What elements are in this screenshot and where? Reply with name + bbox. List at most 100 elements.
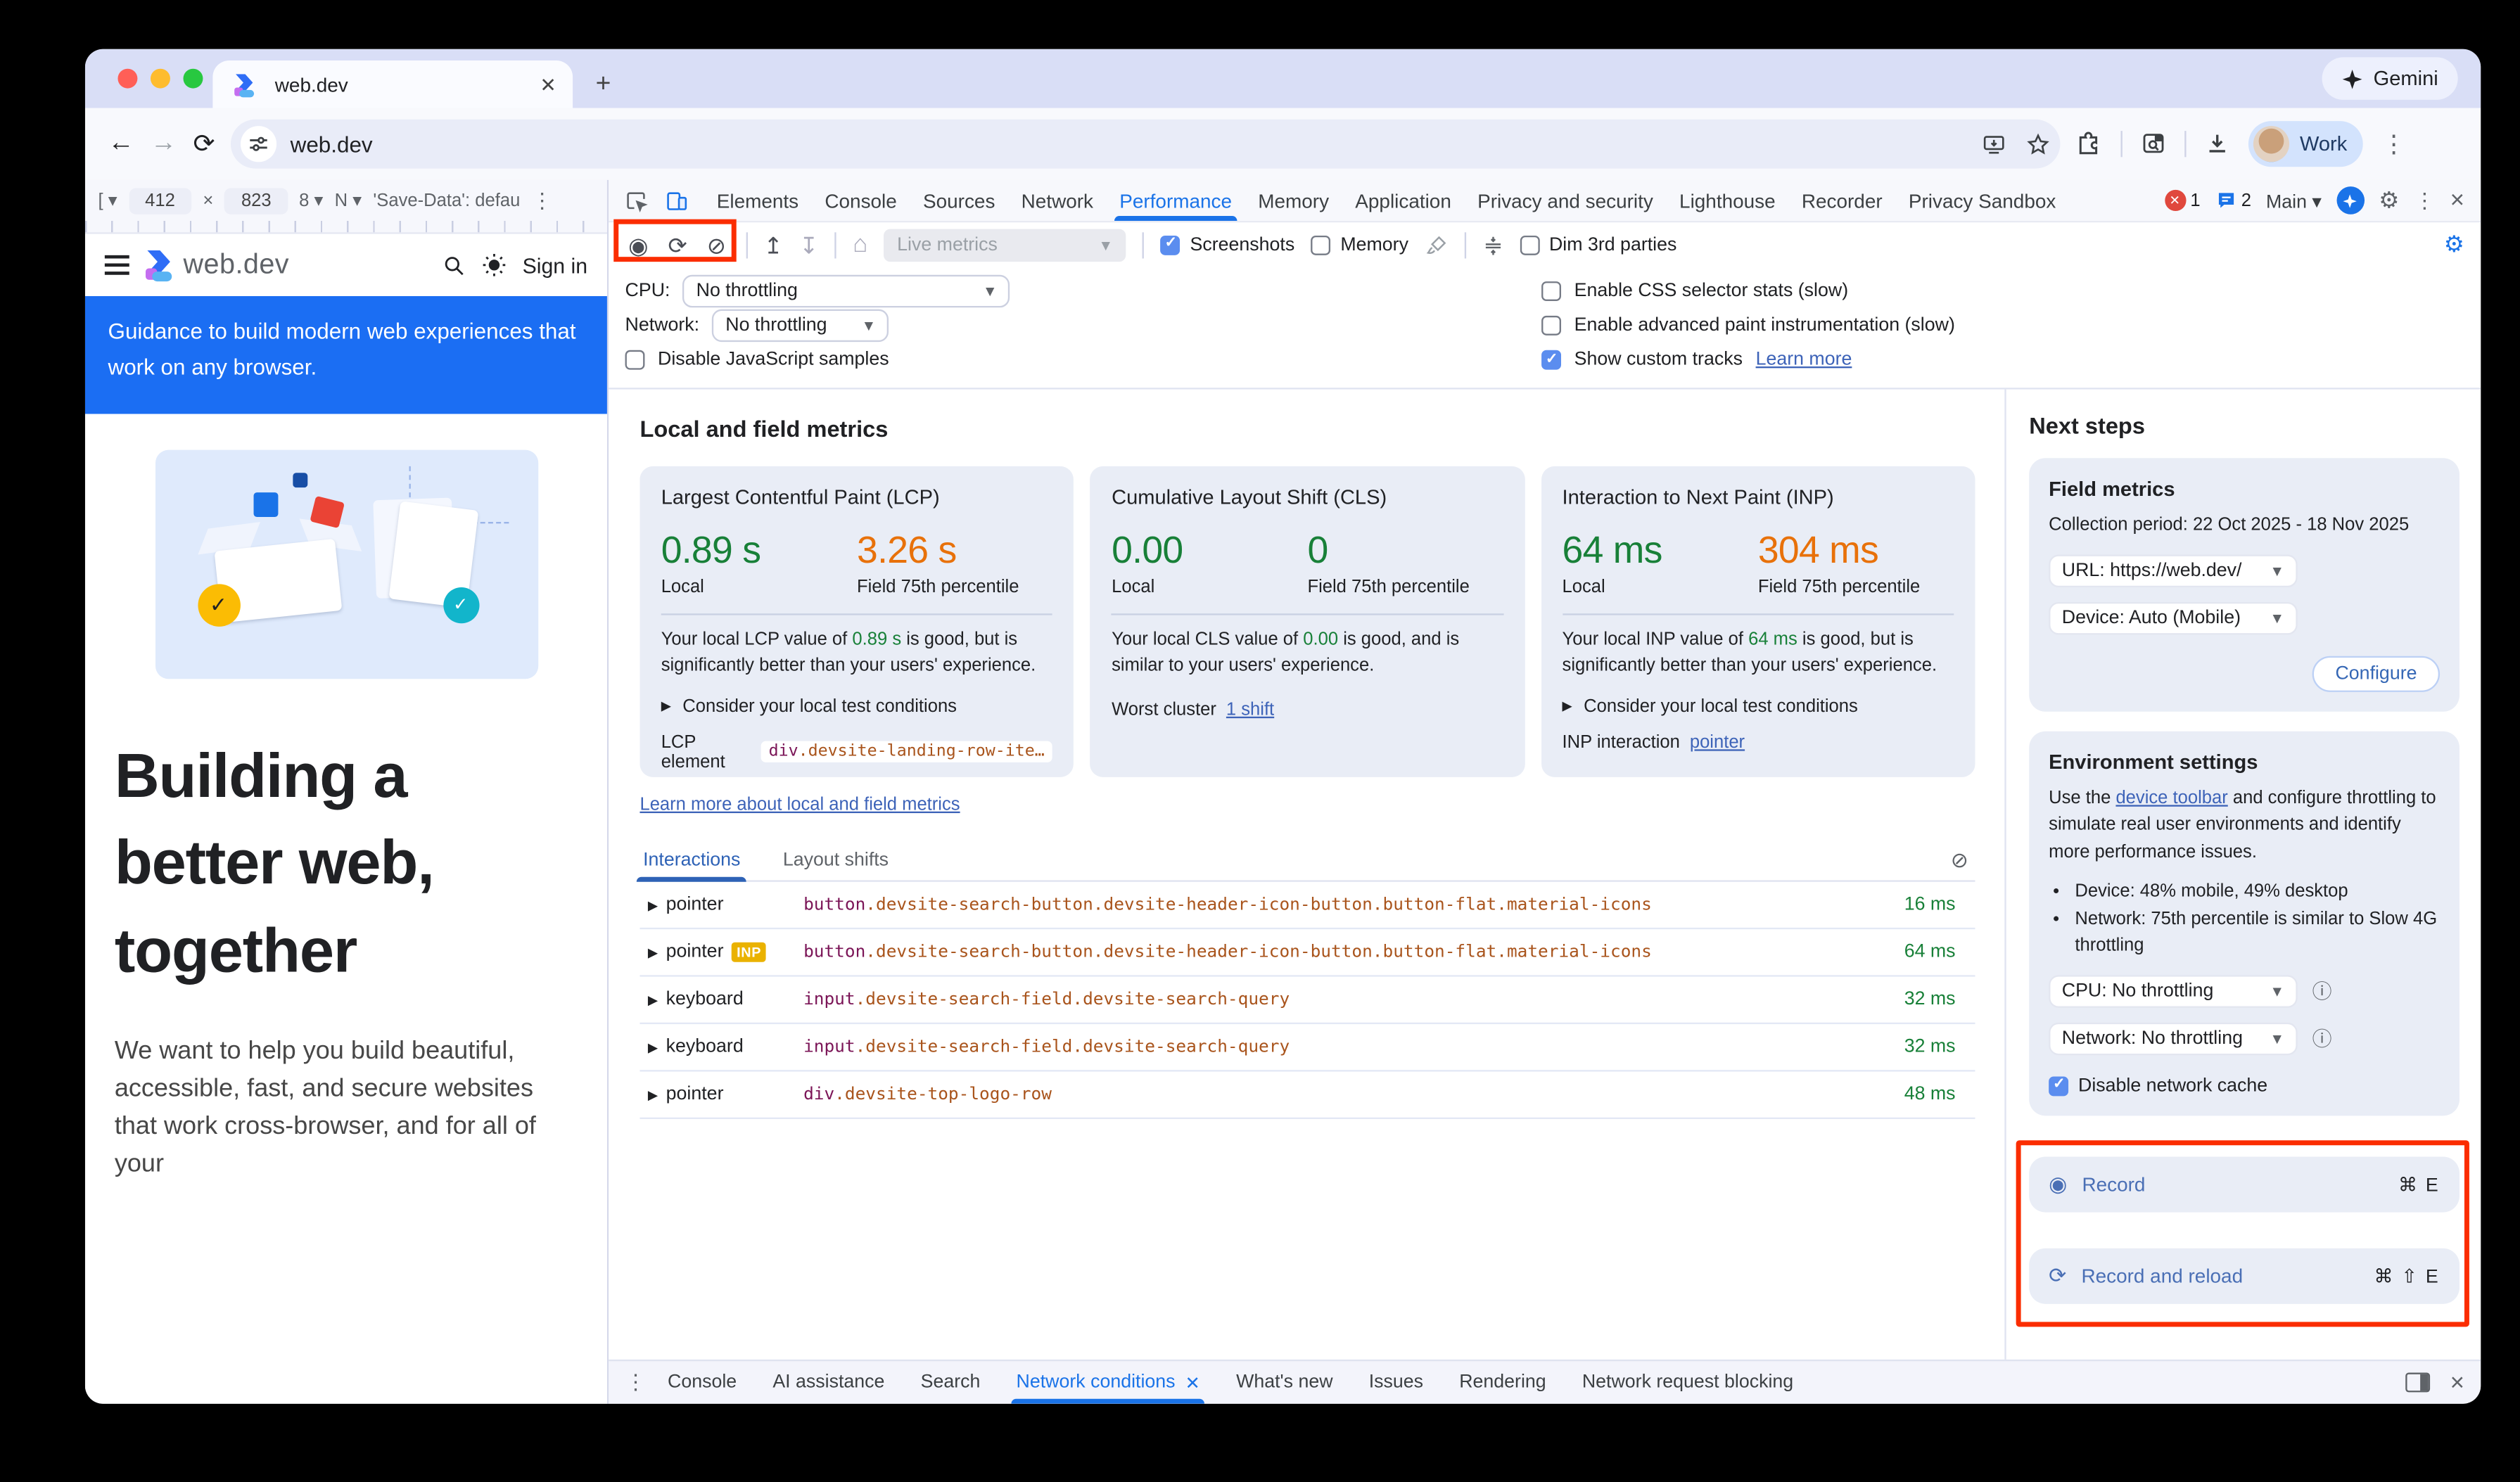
back-icon[interactable]: ← <box>108 129 134 158</box>
profile-chip[interactable]: Work <box>2248 121 2364 167</box>
maximize-window-button[interactable] <box>183 68 203 89</box>
disable-network-cache-checkbox[interactable]: Disable network cache <box>2049 1075 2440 1096</box>
expander-triangle-icon[interactable]: ▶ <box>647 992 658 1007</box>
hamburger-menu-icon[interactable] <box>104 255 129 275</box>
devtools-menu-icon[interactable]: ⋮ <box>2414 187 2436 212</box>
tab-layout-shifts[interactable]: Layout shifts <box>782 850 889 871</box>
browser-tab[interactable]: web.dev ✕ <box>212 60 573 108</box>
close-window-button[interactable] <box>117 68 138 89</box>
custom-tracks-checkbox[interactable]: Show custom tracks Learn more <box>1541 343 2464 378</box>
toggle-drawer-orientation-icon[interactable] <box>2405 1372 2431 1393</box>
tab-privacy-security[interactable]: Privacy and security <box>1477 189 1653 212</box>
expander-triangle-icon[interactable]: ▶ <box>647 945 658 960</box>
new-tab-button[interactable]: + <box>595 70 611 98</box>
close-drawer-icon[interactable]: × <box>2450 1368 2464 1397</box>
drawer-menu-icon[interactable]: ⋮ <box>625 1369 647 1394</box>
width-input[interactable]: 412 <box>128 187 192 214</box>
css-selector-stats-checkbox[interactable]: Enable CSS selector stats (slow) <box>1541 273 2464 308</box>
ai-assistance-icon[interactable] <box>2336 186 2365 215</box>
drawer-tab-network-request-blocking[interactable]: Network request blocking <box>1582 1372 1794 1393</box>
devtools-close-icon[interactable]: × <box>2450 186 2464 215</box>
drawer-tab-ai-assistance[interactable]: AI assistance <box>772 1372 885 1393</box>
cpu-throttling-select[interactable]: No throttling ▼ <box>683 274 1011 307</box>
site-settings-icon[interactable] <box>241 126 278 162</box>
history-select[interactable]: Live metrics ▼ <box>884 228 1126 261</box>
drawer-tab-whats-new[interactable]: What's new <box>1236 1372 1333 1393</box>
gc-brush-icon[interactable] <box>1425 233 1448 256</box>
forward-icon[interactable]: → <box>150 129 177 158</box>
expander-triangle-icon[interactable]: ▶ <box>647 1087 658 1102</box>
reading-mode-search-icon[interactable] <box>2141 131 2167 157</box>
inp-consider-expander[interactable]: ▶ Consider your local test conditions <box>1562 696 1858 717</box>
address-bar[interactable]: web.dev <box>231 119 2061 169</box>
worst-cluster-link[interactable]: 1 shift <box>1226 700 1275 720</box>
gemini-button[interactable]: Gemini <box>2322 57 2458 100</box>
tab-recorder[interactable]: Recorder <box>1801 189 1883 212</box>
clear-icon[interactable]: ⊘ <box>706 231 727 258</box>
clear-log-icon[interactable]: ⊘ <box>1950 847 1969 872</box>
downloads-icon[interactable] <box>2205 131 2231 157</box>
theme-toggle-icon[interactable] <box>481 252 507 278</box>
drawer-tab-rendering[interactable]: Rendering <box>1459 1372 1546 1393</box>
drawer-tab-network-conditions[interactable]: Network conditions ✕ <box>1002 1361 1215 1404</box>
field-device-select[interactable]: Device: Auto (Mobile) ▼ <box>2049 601 2298 634</box>
drawer-tab-issues[interactable]: Issues <box>1368 1372 1424 1393</box>
configure-button[interactable]: Configure <box>2312 655 2441 691</box>
search-icon[interactable] <box>443 253 467 277</box>
network-throttling-select[interactable]: No throttling ▼ <box>712 309 889 343</box>
screenshots-checkbox[interactable]: Screenshots <box>1160 234 1294 255</box>
close-drawer-tab-icon[interactable]: ✕ <box>1185 1373 1200 1393</box>
minimize-window-button[interactable] <box>150 68 170 89</box>
inspect-element-icon[interactable] <box>625 189 649 212</box>
tab-application[interactable]: Application <box>1355 189 1451 212</box>
record-button[interactable]: ◉ Record ⌘ E <box>2029 1156 2459 1212</box>
device-toolbar-link[interactable]: device toolbar <box>2115 787 2228 807</box>
interaction-row[interactable]: ▶ keyboard input.devsite-search-field.de… <box>639 977 1975 1025</box>
env-network-select[interactable]: Network: No throttling ▼ <box>2049 1021 2298 1055</box>
learn-more-metrics-link[interactable]: Learn more about local and field metrics <box>639 795 960 815</box>
tab-network[interactable]: Network <box>1021 189 1094 212</box>
extensions-icon[interactable] <box>2077 131 2104 157</box>
tab-memory[interactable]: Memory <box>1258 189 1330 212</box>
interaction-row[interactable]: ▶ pointer div.devsite-top-logo-row 48 ms <box>639 1072 1975 1119</box>
expander-triangle-icon[interactable]: ▶ <box>647 1040 658 1055</box>
drawer-tab-console[interactable]: Console <box>668 1372 737 1393</box>
zoom-select[interactable]: 8 ▾ <box>299 191 324 212</box>
devtools-settings-icon[interactable]: ⚙ <box>2379 186 2400 213</box>
browser-menu-icon[interactable]: ⋮ <box>2381 131 2407 159</box>
env-cpu-select[interactable]: CPU: No throttling ▼ <box>2049 974 2298 1007</box>
lcp-element-chip[interactable]: div.devsite-landing-row-ite… <box>761 741 1053 763</box>
promo-banner[interactable]: Guidance to build modern web experiences… <box>84 296 607 414</box>
close-tab-icon[interactable]: ✕ <box>540 72 556 96</box>
home-icon[interactable]: ⌂ <box>853 230 868 259</box>
console-errors-badge[interactable]: ✕ 1 <box>2164 189 2201 212</box>
device-toolbar-menu-icon[interactable]: ⋮ <box>531 187 553 212</box>
interaction-row[interactable]: ▶ pointer button.devsite-search-button.d… <box>639 882 1975 930</box>
inp-interaction-link[interactable]: pointer <box>1689 732 1745 753</box>
site-logo[interactable]: web.dev <box>144 249 428 282</box>
tab-console[interactable]: Console <box>825 189 897 212</box>
sign-in-button[interactable]: Sign in <box>522 253 588 278</box>
expander-triangle-icon[interactable]: ▶ <box>647 897 658 912</box>
device-select[interactable]: [ ▾ <box>98 191 117 212</box>
throttle-select[interactable]: N ▾ <box>334 191 362 212</box>
issues-badge[interactable]: 2 <box>2215 190 2251 211</box>
memory-checkbox[interactable]: Memory <box>1311 234 1408 255</box>
save-profile-icon[interactable]: ↧ <box>799 231 819 258</box>
device-toolbar-icon[interactable] <box>664 189 689 212</box>
record-and-reload-button[interactable]: ⟳ Record and reload ⌘ ⇧ E <box>2029 1247 2459 1303</box>
tab-sources[interactable]: Sources <box>923 189 995 212</box>
record-icon[interactable]: ◉ <box>628 231 649 258</box>
drawer-tab-search[interactable]: Search <box>920 1372 981 1393</box>
bookmark-star-icon[interactable] <box>2027 132 2051 156</box>
interaction-row[interactable]: ▶ keyboard input.devsite-search-field.de… <box>639 1024 1975 1072</box>
thread-select[interactable]: Main ▾ <box>2265 192 2322 212</box>
collapse-sections-icon[interactable] <box>1482 233 1503 256</box>
save-data-indicator[interactable]: 'Save-Data': defau <box>373 190 521 210</box>
window-controls[interactable] <box>117 68 203 89</box>
disable-js-samples-checkbox[interactable]: Disable JavaScript samples <box>625 343 1542 378</box>
capture-settings-gear-icon[interactable]: ⚙ <box>2443 230 2464 257</box>
info-icon[interactable]: ⓘ <box>2312 1027 2332 1051</box>
tab-privacy-sandbox[interactable]: Privacy Sandbox <box>1908 189 2056 212</box>
info-icon[interactable]: ⓘ <box>2312 980 2332 1003</box>
